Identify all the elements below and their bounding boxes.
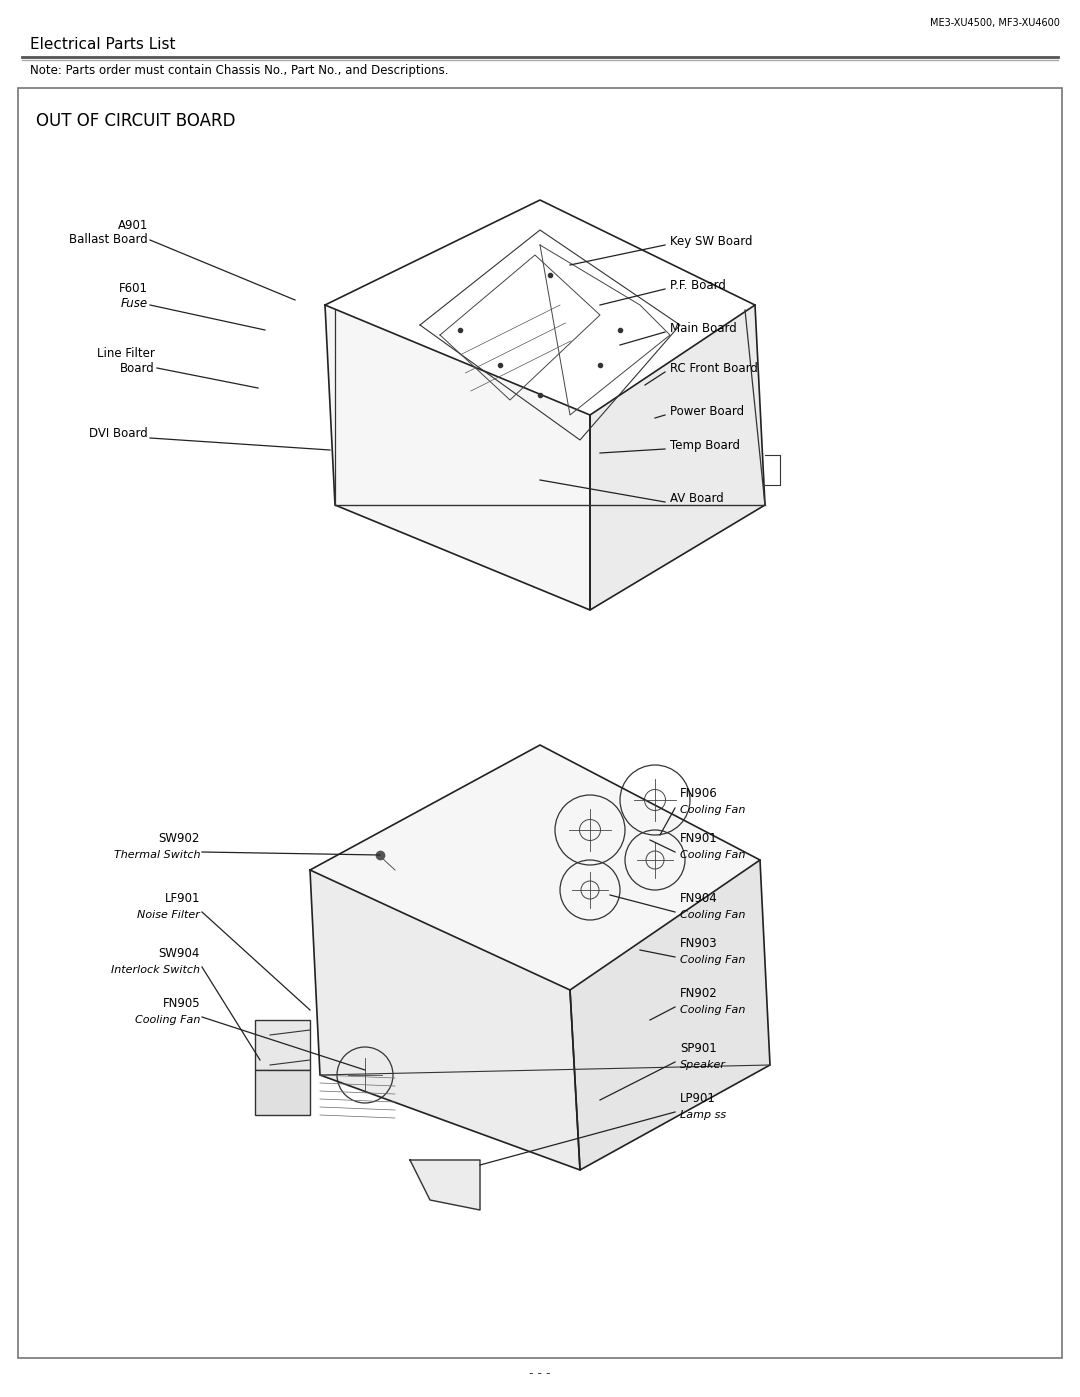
Text: Cooling Fan: Cooling Fan: [680, 1004, 745, 1016]
Polygon shape: [310, 870, 580, 1171]
Text: Noise Filter: Noise Filter: [137, 909, 200, 921]
Text: FN904: FN904: [680, 893, 718, 905]
Text: LP901: LP901: [680, 1092, 716, 1105]
Text: FN905: FN905: [162, 997, 200, 1010]
Text: OUT OF CIRCUIT BOARD: OUT OF CIRCUIT BOARD: [36, 112, 235, 130]
Text: Thermal Switch: Thermal Switch: [113, 849, 200, 861]
Text: LF901: LF901: [164, 893, 200, 905]
Text: FN902: FN902: [680, 988, 718, 1000]
Text: SP901: SP901: [680, 1042, 717, 1055]
Text: SW902: SW902: [159, 833, 200, 845]
Text: A901: A901: [118, 219, 148, 232]
Text: Board: Board: [120, 362, 156, 374]
Text: Power Board: Power Board: [670, 405, 744, 418]
Text: ME3-XU4500, MF3-XU4600: ME3-XU4500, MF3-XU4600: [930, 18, 1059, 28]
Text: Ballast Board: Ballast Board: [69, 233, 148, 246]
Text: Interlock Switch: Interlock Switch: [111, 965, 200, 975]
Text: Electrical Parts List: Electrical Parts List: [30, 36, 175, 52]
Text: AV Board: AV Board: [670, 492, 724, 504]
Text: DVI Board: DVI Board: [90, 427, 148, 440]
FancyBboxPatch shape: [18, 88, 1062, 1358]
Text: FN903: FN903: [680, 937, 717, 950]
Text: P.F. Board: P.F. Board: [670, 279, 726, 292]
Text: SW904: SW904: [159, 947, 200, 960]
Text: RC Front Board: RC Front Board: [670, 362, 758, 374]
Text: Main Board: Main Board: [670, 321, 737, 335]
Text: Note: Parts order must contain Chassis No., Part No., and Descriptions.: Note: Parts order must contain Chassis N…: [30, 64, 448, 77]
Text: FN901: FN901: [680, 833, 718, 845]
Polygon shape: [310, 745, 760, 990]
Text: FN906: FN906: [680, 787, 718, 800]
Text: Fuse: Fuse: [121, 298, 148, 310]
Polygon shape: [590, 305, 765, 610]
Polygon shape: [410, 1160, 480, 1210]
Text: Cooling Fan: Cooling Fan: [680, 849, 745, 861]
Text: - - -: - - -: [529, 1368, 551, 1380]
Text: Cooling Fan: Cooling Fan: [680, 805, 745, 814]
Polygon shape: [570, 861, 770, 1171]
Text: Line Filter: Line Filter: [97, 346, 156, 360]
Text: Cooling Fan: Cooling Fan: [680, 909, 745, 921]
Bar: [255, 1020, 310, 1070]
Text: Speaker: Speaker: [680, 1060, 726, 1070]
Text: Cooling Fan: Cooling Fan: [135, 1016, 200, 1025]
Text: Lamp ss: Lamp ss: [680, 1111, 726, 1120]
Text: Temp Board: Temp Board: [670, 439, 740, 453]
Polygon shape: [325, 305, 590, 610]
Bar: [255, 1070, 310, 1115]
Text: Cooling Fan: Cooling Fan: [680, 956, 745, 965]
Text: F601: F601: [119, 282, 148, 295]
Text: Key SW Board: Key SW Board: [670, 235, 753, 249]
